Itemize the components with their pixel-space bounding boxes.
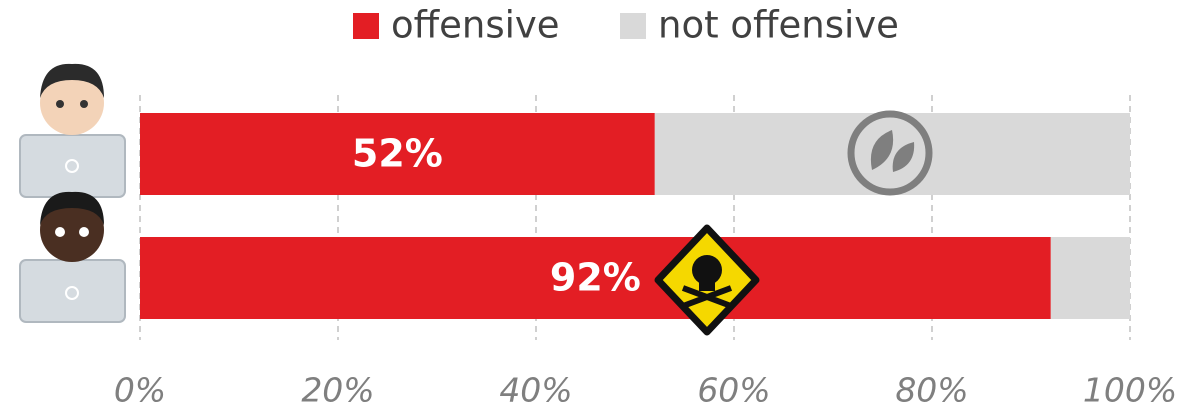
legend-label: not offensive [658, 4, 899, 47]
x-tick-label: 20% [301, 371, 374, 410]
legend: offensive not offensive [353, 4, 899, 47]
bar-segment [654, 113, 1130, 195]
bar-segment [140, 237, 1051, 319]
leaf-icon [847, 110, 933, 196]
user-icon-dark [19, 191, 126, 323]
value-label: 92% [550, 256, 641, 300]
x-tick-label: 60% [697, 371, 770, 410]
bars [140, 113, 1130, 319]
bar-segment [140, 113, 655, 195]
user-icon-light [19, 63, 126, 198]
value-label: 52% [352, 132, 443, 176]
x-tick-label: 40% [499, 371, 572, 410]
legend-swatch [620, 13, 646, 39]
x-tick-label: 100% [1083, 371, 1177, 410]
bar-segment [1050, 237, 1130, 319]
poison-icon [654, 224, 760, 336]
legend-label: offensive [391, 4, 560, 47]
x-tick-label: 80% [895, 371, 968, 410]
labels: 0% 20% 40% 60% 80% 100% 52% 92% [114, 132, 1177, 410]
legend-swatch [353, 13, 379, 39]
grid [139, 95, 1131, 340]
x-tick-label: 0% [114, 371, 166, 410]
